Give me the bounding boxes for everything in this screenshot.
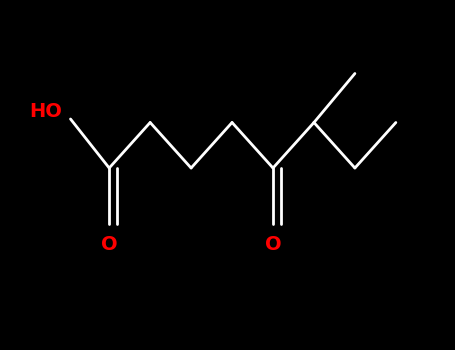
Text: HO: HO [29,103,62,121]
Text: O: O [101,236,117,254]
Text: O: O [265,236,281,254]
